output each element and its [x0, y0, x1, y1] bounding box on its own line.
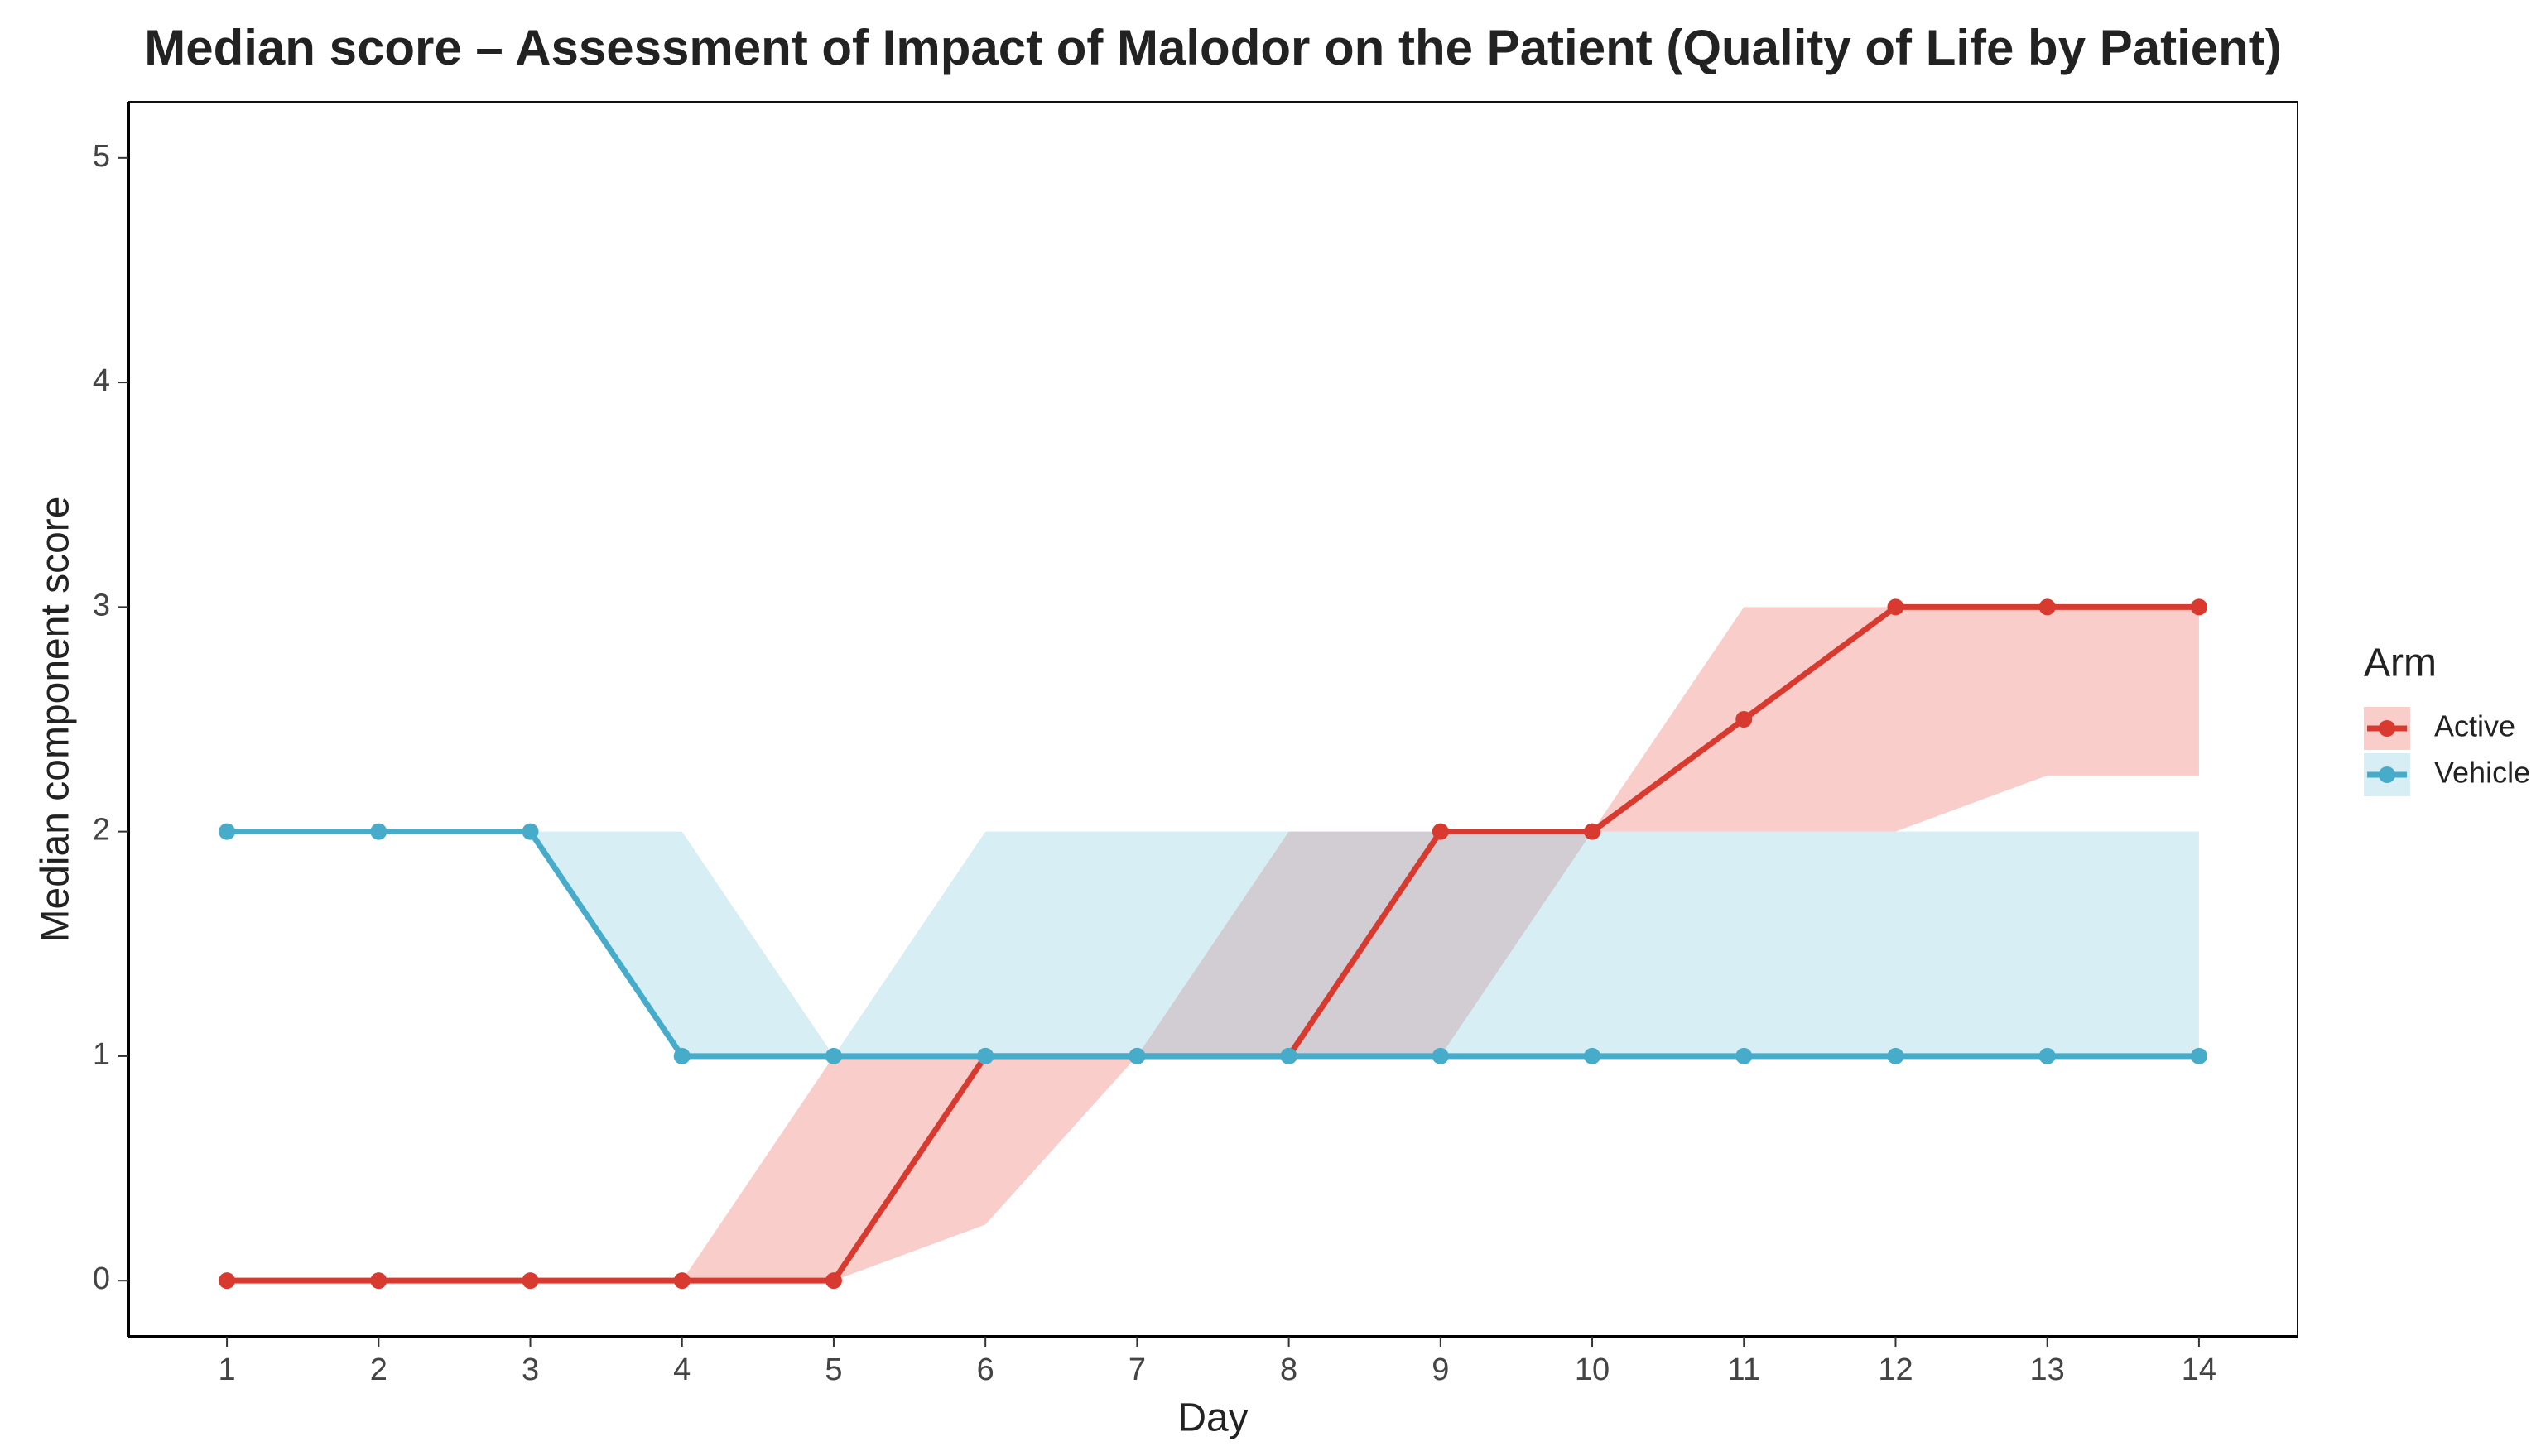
data-point — [370, 1272, 387, 1290]
data-point — [1735, 711, 1753, 728]
x-tick-label: 13 — [2030, 1353, 2065, 1387]
x-tick-label: 11 — [1728, 1353, 1760, 1387]
y-tick-label: 3 — [93, 588, 110, 622]
data-point — [1584, 823, 1601, 840]
x-tick-label: 9 — [1432, 1353, 1449, 1387]
legend-label: Vehicle — [2434, 756, 2530, 790]
data-point — [219, 823, 236, 840]
series-line — [227, 829, 2199, 1060]
data-point — [673, 1047, 691, 1064]
x-tick-label: 2 — [370, 1353, 387, 1387]
chart-title: Median score – Assessment of Impact of M… — [144, 20, 2282, 75]
data-point — [1735, 1047, 1753, 1064]
data-point — [1129, 1047, 1146, 1064]
ribbon — [227, 831, 2199, 1056]
x-tick-label: 4 — [673, 1353, 691, 1387]
x-tick-label: 10 — [1575, 1353, 1610, 1387]
x-tick-label: 7 — [1129, 1353, 1146, 1387]
data-point — [522, 1272, 539, 1290]
data-point — [522, 823, 539, 840]
data-point — [2190, 598, 2207, 616]
legend-title: Arm — [2364, 642, 2437, 685]
data-point — [673, 1272, 691, 1290]
data-point — [1280, 1047, 1297, 1064]
legend-key-dot — [2379, 720, 2395, 737]
legend-label: Active — [2434, 709, 2515, 743]
y-tick-label: 0 — [93, 1261, 110, 1296]
data-point — [219, 1272, 236, 1290]
x-tick-label: 3 — [522, 1353, 539, 1387]
x-tick-label: 14 — [2182, 1353, 2216, 1387]
data-point — [1887, 598, 1904, 616]
data-point — [1432, 1047, 1449, 1064]
x-tick-label: 6 — [977, 1353, 994, 1387]
y-axis-title: Median component score — [34, 497, 78, 943]
data-point — [2190, 1047, 2207, 1064]
y-tick-label: 4 — [93, 363, 110, 398]
legend-key-dot — [2379, 766, 2395, 783]
x-tick-label: 8 — [1280, 1353, 1297, 1387]
data-point — [1432, 823, 1449, 840]
data-point — [825, 1047, 842, 1064]
ribbon — [227, 607, 2199, 1281]
x-tick-label: 12 — [1878, 1353, 1913, 1387]
data-point — [1887, 1047, 1904, 1064]
x-axis-title: Day — [1177, 1396, 1248, 1440]
data-point — [977, 1047, 994, 1064]
x-tick-label: 5 — [825, 1353, 842, 1387]
y-tick-label: 1 — [93, 1037, 110, 1072]
y-tick-label: 5 — [93, 139, 110, 174]
data-point — [825, 1272, 842, 1290]
y-tick-label: 2 — [93, 813, 110, 848]
data-point — [1584, 1047, 1601, 1064]
data-point — [370, 823, 387, 840]
x-tick-label: 1 — [219, 1353, 236, 1387]
data-point — [2038, 1047, 2056, 1064]
data-point — [2038, 598, 2056, 616]
